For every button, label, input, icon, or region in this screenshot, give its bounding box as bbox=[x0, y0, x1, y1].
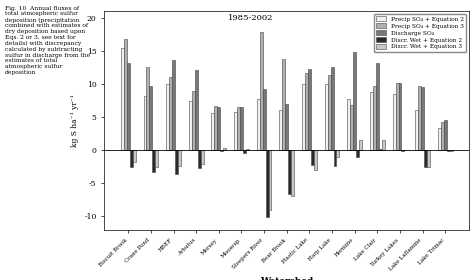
Bar bbox=[291, 150, 294, 196]
Bar bbox=[396, 83, 399, 150]
Bar bbox=[401, 150, 404, 151]
Bar bbox=[356, 150, 359, 157]
Y-axis label: kg S ha⁻¹ yr⁻¹: kg S ha⁻¹ yr⁻¹ bbox=[71, 94, 79, 147]
Bar bbox=[237, 106, 240, 150]
Bar bbox=[382, 140, 385, 150]
Bar bbox=[347, 99, 350, 150]
Bar bbox=[263, 89, 265, 150]
Bar bbox=[421, 87, 424, 150]
Bar bbox=[178, 150, 181, 166]
Bar bbox=[234, 112, 237, 150]
Bar bbox=[447, 150, 450, 151]
Bar bbox=[220, 150, 223, 151]
Bar bbox=[121, 48, 124, 150]
Bar bbox=[373, 86, 376, 150]
Bar bbox=[305, 73, 308, 150]
Bar bbox=[415, 111, 418, 150]
Bar bbox=[130, 150, 133, 167]
Bar bbox=[133, 150, 136, 162]
Text: Fig. 10  Annual fluxes of
total atmospheric sulfur
deposition (precipitation
com: Fig. 10 Annual fluxes of total atmospher… bbox=[5, 6, 90, 75]
Bar bbox=[424, 150, 427, 167]
Bar bbox=[392, 94, 396, 150]
Bar bbox=[427, 150, 430, 167]
Bar bbox=[175, 150, 178, 174]
Bar bbox=[198, 150, 201, 168]
Bar bbox=[265, 150, 269, 217]
Bar bbox=[285, 104, 288, 150]
Bar bbox=[195, 70, 198, 150]
Legend: Precip SO₄ + Equation 2, Precip SO₄ + Equation 3, Discharge SO₄, Discr. Wet + Eq: Precip SO₄ + Equation 2, Precip SO₄ + Eq… bbox=[374, 14, 466, 52]
Bar bbox=[169, 77, 172, 150]
Bar bbox=[260, 32, 263, 150]
Bar bbox=[218, 106, 220, 150]
Text: 1985-2002: 1985-2002 bbox=[228, 15, 273, 22]
Bar bbox=[359, 140, 362, 150]
Bar bbox=[334, 150, 337, 166]
Bar bbox=[376, 64, 379, 150]
Bar bbox=[146, 67, 149, 150]
Bar bbox=[211, 113, 214, 150]
Bar bbox=[269, 150, 272, 210]
Bar bbox=[279, 110, 283, 150]
Bar bbox=[257, 99, 260, 150]
Bar bbox=[302, 84, 305, 150]
Bar bbox=[189, 101, 192, 150]
Bar bbox=[246, 149, 249, 150]
Bar bbox=[127, 63, 130, 150]
Bar bbox=[308, 69, 311, 150]
Bar bbox=[149, 86, 152, 150]
Bar bbox=[441, 122, 444, 150]
Bar bbox=[330, 67, 334, 150]
Bar bbox=[399, 83, 401, 150]
Bar bbox=[418, 86, 421, 150]
Bar bbox=[325, 84, 328, 150]
Bar bbox=[337, 150, 339, 157]
Bar bbox=[214, 106, 218, 150]
X-axis label: Watershed: Watershed bbox=[260, 277, 313, 280]
Bar bbox=[311, 150, 314, 165]
Bar bbox=[223, 148, 226, 150]
Bar bbox=[240, 107, 243, 150]
Bar bbox=[314, 150, 317, 170]
Bar bbox=[353, 52, 356, 150]
Bar bbox=[144, 96, 146, 150]
Bar bbox=[166, 84, 169, 150]
Bar bbox=[155, 150, 158, 167]
Bar bbox=[350, 104, 353, 150]
Bar bbox=[201, 150, 203, 164]
Bar bbox=[152, 150, 155, 172]
Bar bbox=[288, 150, 291, 194]
Bar bbox=[450, 150, 453, 151]
Bar bbox=[283, 59, 285, 150]
Bar bbox=[370, 92, 373, 150]
Bar bbox=[124, 39, 127, 150]
Bar bbox=[444, 120, 447, 150]
Bar bbox=[379, 149, 382, 150]
Bar bbox=[438, 128, 441, 150]
Bar bbox=[328, 75, 330, 150]
Bar bbox=[243, 150, 246, 153]
Bar bbox=[172, 60, 175, 150]
Bar bbox=[192, 91, 195, 150]
